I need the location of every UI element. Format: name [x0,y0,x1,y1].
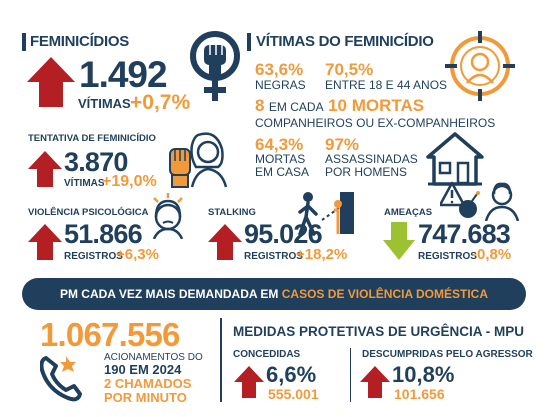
casa-pct: 64,3% [255,135,304,154]
stalking-change: +18,2% [296,246,348,263]
homens-label-2: POR HOMENS [325,165,408,179]
banner-text-white: PM CADA VEZ MAIS DEMANDADA EM [59,287,279,301]
tentativa-change: +19,0% [102,173,157,190]
section-marker [22,33,26,51]
pm-rate-2: POR MINUTO [104,390,187,405]
pm-label-1: ACIONAMENTOS DO [104,352,203,363]
psicologica-change: +6,3% [116,246,159,263]
idade-pct: 70,5% [325,60,374,79]
negras-pct: 63,6% [255,60,304,79]
stressed-woman-icon [152,193,184,239]
ameacas-title: AMEAÇAS [384,207,433,218]
feminicidios-value: 1.492 [79,54,168,95]
homens-pct: 97% [325,135,360,154]
casa-label-1: MORTAS [255,152,306,166]
companheiros-text: EM CADA [268,100,324,114]
companheiros-highlight: 10 MORTAS [328,96,425,115]
arrow-up-icon [28,151,62,187]
companheiros-num: 8 [255,96,265,115]
pm-label-2: 190 EM 2024 [104,362,182,377]
arrow-up-icon [360,366,390,398]
tentativa-unit: VÍTIMAS [64,178,105,189]
companheiros-line: 8 EM CADA 10 MORTAS [255,96,424,116]
negras-label: NEGRAS [255,78,306,92]
ameacas-value: 747.683 [418,219,511,249]
ameacas-unit: REGISTROS [418,251,477,262]
stalking-unit: REGISTROS [244,251,303,262]
pm-rate-1: 2 CHAMADOS [104,376,192,391]
descumpridas-pct: 10,8% [392,362,455,387]
divider [350,348,351,402]
concedidas-pct: 6,6% [266,362,317,387]
psicologica-value: 51.866 [64,219,143,249]
arrow-up-icon [208,224,242,260]
mpu-title: MEDIDAS PROTETIVAS DE URGÊNCIA - MPU [233,324,525,339]
woman-target-icon [445,31,515,101]
woman-stop-hand-icon [169,132,228,188]
divider [220,318,222,402]
threat-woman-icon [440,181,520,221]
descumpridas-title: DESCUMPRIDAS PELO AGRESSOR [362,349,533,360]
vitimas-title: VÍTIMAS DO FEMINICÍDIO [256,33,434,50]
ameacas-change: -0,8% [472,246,512,263]
banner-text: PM CADA VEZ MAIS DEMANDADA EM CASOS DE V… [22,278,526,310]
feminicidios-title: FEMINICÍDIOS [30,33,129,50]
companheiros-label: COMPANHEIROS OU EX-COMPANHEIROS [255,116,496,130]
female-fist-icon [190,31,240,101]
arrow-up-icon [28,224,62,260]
arrow-up-icon [234,366,264,398]
idade-label: ENTRE 18 E 44 ANOS [325,78,448,92]
domestic-violence-banner: PM CADA VEZ MAIS DEMANDADA EM CASOS DE V… [22,278,526,310]
casa-label-2: EM CASA [255,165,310,179]
tentativa-title: TENTATIVA DE FEMINICÍDIO [28,133,156,144]
arrow-up-icon [27,57,75,107]
concedidas-value: 555.001 [268,386,319,402]
arrow-down-icon [383,222,415,260]
feminicidios-unit: VÍTIMAS [78,96,131,111]
homens-label-1: ASSASSINADAS [325,152,418,166]
psicologica-title: VIOLÊNCIA PSICOLÓGICA [28,207,149,218]
stalker-icon [298,192,354,236]
feminicidios-change: +0,7% [130,91,191,114]
pm-value: 1.067.556 [40,316,180,353]
phone-police-icon [40,356,82,402]
house-icon [426,132,484,186]
stalking-title: STALKING [208,207,256,218]
concedidas-title: CONCEDIDAS [233,349,301,360]
psicologica-unit: REGISTROS [64,251,123,262]
section-marker [247,33,251,51]
descumpridas-value: 101.656 [394,386,445,402]
banner-text-orange: CASOS DE VIOLÊNCIA DOMÉSTICA [281,287,489,301]
tentativa-value: 3.870 [64,147,128,177]
